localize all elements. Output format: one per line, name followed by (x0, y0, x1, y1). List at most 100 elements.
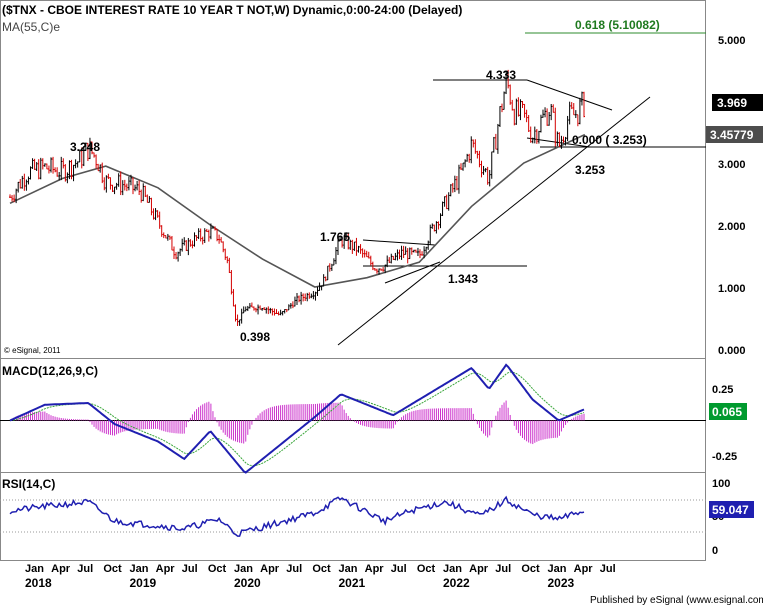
price-bar (548, 111, 551, 126)
price-bar (537, 130, 540, 144)
price-bar (511, 99, 514, 111)
price-bar (273, 308, 276, 316)
price-bar (334, 247, 337, 265)
price-bar (17, 181, 20, 193)
price-bar (189, 239, 192, 247)
price-bar (572, 103, 575, 116)
price-bar (150, 197, 153, 216)
price-bar (462, 162, 465, 171)
price-bar (45, 163, 48, 170)
price-bar (501, 103, 503, 113)
price-bar (170, 235, 173, 251)
price-bar (521, 101, 524, 108)
price-bar (111, 184, 114, 193)
price-bar (205, 228, 208, 233)
price-bar (113, 186, 116, 195)
price-bar (35, 162, 38, 171)
price-bar (310, 293, 313, 299)
price-bar (490, 151, 493, 179)
price-bar (316, 286, 319, 297)
x-tick-month: Apr (156, 563, 176, 575)
price-bar (404, 246, 407, 255)
price-bar (136, 180, 139, 191)
price-bar (460, 163, 462, 170)
x-tick-year: 2021 (339, 576, 366, 590)
price-bar (365, 250, 368, 258)
triangle-upper-2023 (526, 79, 613, 111)
price-bar (306, 292, 309, 302)
price-bar (58, 172, 61, 181)
x-tick-month: Jul (286, 563, 302, 575)
price-bar (388, 257, 391, 263)
price-bar (211, 225, 214, 229)
price-bar (236, 314, 239, 326)
price-bar (382, 267, 385, 272)
price-bar (125, 183, 128, 192)
price-bar (505, 70, 508, 95)
price-bar (115, 182, 118, 190)
price-bar (74, 159, 77, 169)
price-bar (287, 304, 290, 311)
price-bar (312, 291, 315, 300)
price-bar (281, 310, 284, 316)
x-tick-month: Apr (574, 563, 594, 575)
price-bar (488, 169, 491, 187)
price-bar (117, 173, 120, 187)
price-bar (402, 245, 405, 258)
price-bar (138, 180, 141, 196)
x-axis: Jan Apr Jul Oct Jan Apr Jul Oct Jan Apr Jul Oct Jan A… (25, 563, 616, 590)
price-bar (341, 237, 344, 248)
price-bar (484, 168, 487, 173)
price-bar (390, 253, 393, 264)
x-tick-month: Oct (521, 563, 540, 575)
price-bar (349, 239, 352, 250)
x-tick-month: Jan (339, 563, 358, 575)
price-bar (252, 306, 255, 311)
price-bar (232, 289, 235, 307)
price-bar (175, 252, 178, 260)
macd-tick-pos: 0.25 (712, 384, 733, 396)
price-bar (285, 308, 288, 313)
label-3248: 3.248 (70, 140, 100, 154)
macd-signal-line (9, 371, 585, 467)
price-bar (523, 103, 526, 118)
ma-label: MA(55,C)e (2, 20, 60, 34)
price-bar (238, 319, 241, 326)
price-bar (105, 175, 108, 193)
price-bar (103, 177, 106, 191)
macd-layer (9, 363, 585, 474)
price-bar (435, 221, 438, 234)
price-bar (234, 304, 237, 322)
price-bar (302, 293, 305, 302)
price-bar (482, 165, 485, 175)
price-bar (339, 235, 342, 242)
x-tick-month: Apr (260, 563, 280, 575)
price-bar (464, 159, 467, 168)
price-bar (394, 252, 397, 261)
price-bar (431, 223, 434, 229)
price-bar (160, 225, 163, 237)
price-bar (529, 126, 532, 143)
price-bar (109, 177, 112, 190)
price-bar (472, 139, 475, 148)
price-bar (72, 164, 75, 182)
price-bar (320, 285, 323, 291)
price-bar (373, 268, 376, 271)
price-bar (220, 237, 223, 243)
x-tick-month: Jan (130, 563, 149, 575)
price-bar (363, 249, 366, 258)
price-bar (56, 167, 59, 177)
price-bar (267, 306, 270, 315)
price-bar (291, 301, 294, 309)
price-bar (343, 235, 346, 249)
price-bar (367, 251, 370, 259)
price-bar (140, 189, 143, 203)
price-bar (304, 293, 307, 301)
rsi-layer (9, 495, 585, 537)
price-bar (25, 179, 28, 191)
price-tick-0: 0.000 (718, 345, 746, 357)
price-bar (242, 306, 245, 314)
trendline-long (337, 96, 651, 346)
price-bar (88, 137, 91, 160)
